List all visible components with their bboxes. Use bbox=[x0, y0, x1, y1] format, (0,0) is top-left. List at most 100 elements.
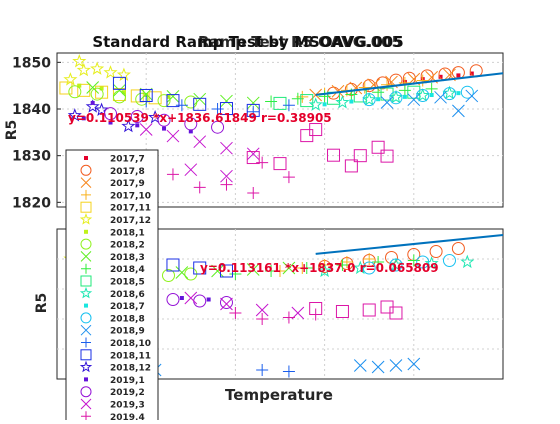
data-point bbox=[389, 306, 403, 320]
legend-label: 2018,7 bbox=[110, 302, 145, 312]
data-point bbox=[442, 85, 457, 100]
data-point bbox=[452, 104, 465, 118]
data-point bbox=[282, 171, 295, 184]
data-point bbox=[211, 120, 225, 134]
data-point bbox=[416, 255, 430, 269]
data-point bbox=[362, 92, 377, 106]
bottom-annotation: y=0.113161 *x+1837.0 r=0.065809 bbox=[200, 261, 439, 275]
data-point bbox=[246, 151, 260, 165]
y-tick-label: 1820 bbox=[12, 195, 51, 211]
data-point bbox=[81, 116, 86, 121]
data-point bbox=[371, 140, 385, 154]
data-point bbox=[135, 92, 149, 106]
legend-label: 2018,9 bbox=[110, 327, 145, 337]
data-point bbox=[175, 99, 188, 112]
data-point bbox=[139, 123, 153, 136]
data-point bbox=[407, 254, 420, 267]
data-point bbox=[429, 93, 434, 97]
data-point bbox=[407, 357, 421, 371]
bottom-y-axis-label: R5 bbox=[34, 293, 50, 314]
data-point bbox=[282, 99, 295, 112]
data-point bbox=[273, 157, 287, 171]
data-point bbox=[113, 83, 126, 97]
data-point bbox=[94, 102, 109, 116]
data-point bbox=[376, 97, 381, 102]
data-point bbox=[108, 120, 113, 125]
data-point bbox=[331, 84, 345, 98]
legend-label: 2018,3 bbox=[110, 253, 145, 263]
data-point bbox=[90, 87, 104, 101]
data-point bbox=[63, 72, 78, 86]
data-point bbox=[193, 97, 207, 111]
legend-label: 2018,8 bbox=[110, 314, 145, 324]
data-point bbox=[460, 85, 474, 99]
data-point bbox=[309, 123, 323, 137]
legend-marker bbox=[80, 275, 92, 287]
data-point bbox=[380, 87, 394, 101]
data-point bbox=[246, 147, 260, 161]
data-point bbox=[135, 123, 140, 128]
data-point bbox=[451, 242, 465, 255]
data-point bbox=[77, 83, 82, 88]
data-point bbox=[162, 269, 175, 282]
data-point bbox=[380, 149, 394, 163]
data-point bbox=[211, 264, 224, 278]
data-point bbox=[469, 71, 474, 76]
data-point bbox=[247, 187, 260, 199]
legend-marker bbox=[80, 324, 92, 336]
legend-label: 2018,10 bbox=[110, 339, 151, 349]
data-point bbox=[72, 53, 87, 68]
data-point bbox=[246, 263, 260, 276]
data-point bbox=[372, 256, 385, 268]
data-point bbox=[308, 97, 323, 111]
data-point bbox=[438, 74, 443, 79]
data-point bbox=[256, 364, 269, 376]
legend-marker bbox=[81, 337, 91, 348]
data-point bbox=[256, 156, 269, 169]
data-point bbox=[434, 90, 447, 104]
data-point bbox=[362, 303, 376, 317]
data-point bbox=[318, 90, 331, 103]
data-point bbox=[460, 254, 475, 269]
data-point bbox=[166, 258, 180, 272]
chart-title-front: Ramp Test R5 OAVG.005 bbox=[198, 33, 402, 51]
data-point bbox=[76, 62, 91, 77]
data-point bbox=[265, 265, 278, 277]
data-point bbox=[220, 94, 233, 108]
data-point bbox=[300, 262, 313, 274]
data-point bbox=[220, 297, 233, 311]
data-point bbox=[344, 159, 358, 173]
legend: 2017,7 2017,8 2017,9 2017,10 2017,11 2017,12 2… bbox=[65, 149, 159, 424]
data-point bbox=[67, 108, 82, 122]
data-point bbox=[175, 266, 189, 279]
data-point bbox=[256, 313, 269, 325]
data-point bbox=[388, 89, 404, 104]
data-point bbox=[265, 95, 278, 108]
data-point bbox=[349, 99, 354, 104]
data-point bbox=[219, 102, 233, 116]
data-point bbox=[362, 93, 376, 107]
data-point bbox=[389, 258, 403, 272]
legend-marker bbox=[80, 398, 92, 410]
data-point bbox=[139, 88, 153, 102]
legend-marker bbox=[80, 312, 92, 324]
legend-marker bbox=[80, 251, 92, 262]
data-point bbox=[166, 90, 180, 103]
legend-marker bbox=[80, 386, 92, 398]
data-point bbox=[112, 76, 126, 90]
data-point bbox=[416, 74, 429, 87]
data-point bbox=[188, 129, 193, 134]
top-axes-marks bbox=[59, 53, 504, 199]
data-point bbox=[465, 89, 479, 103]
legend-label: 2017,8 bbox=[110, 167, 145, 177]
legend-marker bbox=[84, 377, 88, 382]
data-point bbox=[139, 87, 153, 101]
legend-marker bbox=[80, 349, 92, 361]
y-tick-label: 1840 bbox=[12, 102, 51, 118]
data-point bbox=[381, 78, 394, 91]
data-point bbox=[380, 96, 394, 109]
data-point bbox=[353, 359, 367, 372]
legend-marker bbox=[79, 286, 93, 299]
